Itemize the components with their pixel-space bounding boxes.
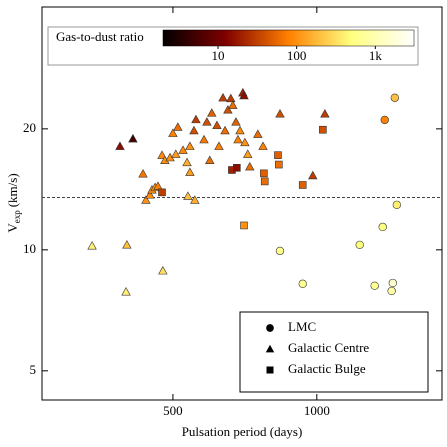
point xyxy=(115,141,125,150)
y-axis-label: Vexp (km/s) xyxy=(5,173,22,232)
point xyxy=(355,240,364,249)
point xyxy=(260,177,269,186)
point xyxy=(168,128,178,137)
point xyxy=(245,161,255,171)
legend-label: LMC xyxy=(288,319,316,334)
point xyxy=(387,286,396,296)
point xyxy=(240,137,250,147)
point xyxy=(214,141,224,150)
point xyxy=(370,281,379,290)
point xyxy=(226,93,236,103)
point xyxy=(253,129,263,138)
point xyxy=(235,125,245,135)
point xyxy=(121,287,131,296)
point xyxy=(319,125,327,134)
point xyxy=(308,170,318,180)
point xyxy=(298,181,307,189)
point xyxy=(173,122,183,131)
point xyxy=(274,151,282,159)
point xyxy=(205,155,215,164)
point xyxy=(158,188,166,197)
point xyxy=(128,133,138,143)
point xyxy=(138,168,148,178)
point xyxy=(189,125,199,135)
colorbar-label: Gas-to-dust ratio xyxy=(56,29,144,44)
point xyxy=(258,141,268,150)
y-label-sub: exp xyxy=(12,210,22,223)
point xyxy=(231,117,241,126)
point xyxy=(87,241,97,250)
point xyxy=(185,141,195,150)
plot-frame xyxy=(41,6,443,401)
point xyxy=(298,279,307,288)
legend-marker xyxy=(265,344,275,353)
y-label-unit: (km/s) xyxy=(5,173,20,207)
point xyxy=(378,222,387,232)
x-axis-label: Pulsation period (days) xyxy=(182,424,303,439)
point xyxy=(190,195,200,204)
point xyxy=(388,278,397,288)
point xyxy=(218,92,228,102)
point xyxy=(228,100,238,109)
point xyxy=(243,149,253,158)
point xyxy=(233,134,243,144)
point xyxy=(392,200,401,209)
point xyxy=(275,160,283,169)
point xyxy=(260,169,268,178)
legend-label: Galactic Bulge xyxy=(288,361,366,376)
point xyxy=(141,195,151,204)
y-tick-label: 10 xyxy=(23,241,36,256)
point xyxy=(207,108,217,117)
point xyxy=(223,105,233,114)
colorbar-tick-label: 10 xyxy=(211,48,224,63)
point xyxy=(145,190,155,199)
point xyxy=(275,246,285,256)
legend-marker xyxy=(266,366,274,374)
legend-marker xyxy=(266,324,274,332)
point xyxy=(390,93,399,102)
point xyxy=(157,150,167,159)
colorbar-tick-label: 1k xyxy=(369,48,383,63)
x-tick-label: 500 xyxy=(163,403,183,418)
legend-label: Galactic Centre xyxy=(288,340,369,355)
colorbar xyxy=(162,29,415,47)
y-tick-label: 20 xyxy=(23,120,36,135)
point xyxy=(275,108,285,118)
point xyxy=(212,120,222,130)
y-tick-label: 5 xyxy=(30,362,37,377)
point xyxy=(122,240,132,249)
point xyxy=(191,114,201,124)
x-tick-label: 1000 xyxy=(304,403,330,418)
point xyxy=(182,157,192,167)
y-label-main: V xyxy=(5,223,20,233)
point xyxy=(158,265,168,275)
point xyxy=(183,191,193,200)
point xyxy=(239,90,249,100)
point xyxy=(178,145,188,154)
point xyxy=(320,108,330,118)
point xyxy=(380,115,389,125)
point xyxy=(185,167,195,176)
point xyxy=(233,163,241,172)
point xyxy=(240,221,248,230)
colorbar-tick-label: 100 xyxy=(287,48,307,63)
point xyxy=(202,117,212,126)
point xyxy=(171,149,181,158)
point xyxy=(220,125,230,135)
point xyxy=(153,181,163,190)
point xyxy=(199,134,209,144)
